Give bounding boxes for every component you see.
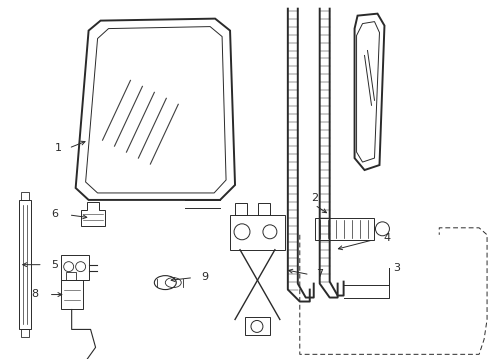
Text: 4: 4 [383, 233, 390, 243]
Bar [229, 215, 285, 250]
Bar [19, 200, 31, 329]
Text: 8: 8 [32, 289, 39, 298]
Bar [258, 203, 269, 215]
Bar [235, 203, 246, 215]
Bar [61, 255, 88, 280]
Text: 7: 7 [315, 269, 322, 279]
Bar [65, 272, 76, 280]
Text: 9: 9 [201, 272, 208, 282]
Text: 1: 1 [55, 143, 62, 153]
Bar [21, 329, 29, 337]
Bar [21, 192, 29, 200]
Text: 5: 5 [51, 260, 58, 270]
Text: 3: 3 [393, 263, 400, 273]
Text: 6: 6 [52, 209, 59, 219]
Bar [61, 280, 82, 310]
Text: 2: 2 [310, 193, 318, 203]
Bar [314, 218, 374, 240]
Bar [244, 318, 269, 336]
